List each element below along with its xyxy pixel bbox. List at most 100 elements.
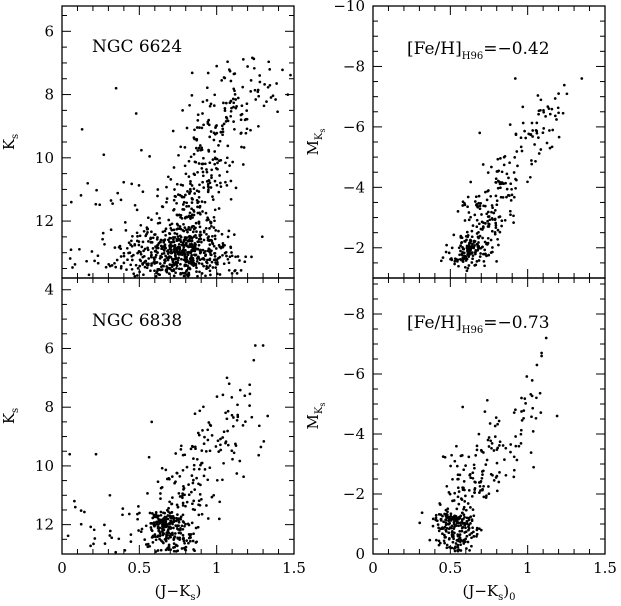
data-point [170, 502, 174, 506]
data-point [448, 537, 451, 540]
data-point [146, 248, 150, 252]
data-point [163, 523, 167, 526]
data-point [211, 158, 215, 161]
data-point [183, 541, 186, 545]
data-point [170, 475, 174, 478]
data-point [209, 221, 213, 224]
data-point [464, 508, 468, 512]
data-point [485, 254, 488, 258]
data-point [208, 227, 211, 230]
x-tick-label: 0.5 [127, 559, 151, 577]
data-point [437, 529, 441, 533]
data-point [246, 65, 249, 68]
data-point [453, 257, 457, 261]
data-point [509, 182, 513, 186]
data-point [485, 212, 489, 216]
data-point [530, 379, 534, 382]
data-point [213, 237, 217, 241]
data-point [444, 523, 448, 527]
data-point [167, 510, 170, 513]
data-point [122, 180, 126, 184]
data-point [191, 230, 195, 234]
data-point [181, 271, 185, 275]
data-point [445, 484, 449, 488]
data-point [167, 537, 170, 540]
data-point [183, 226, 187, 229]
data-point [534, 128, 538, 132]
data-point [196, 149, 200, 152]
data-point [153, 524, 156, 528]
data-point [193, 245, 196, 249]
data-point [161, 230, 165, 234]
data-point [159, 238, 163, 242]
data-point [457, 502, 461, 506]
data-point [444, 518, 448, 522]
data-point [129, 263, 133, 267]
data-point [170, 240, 174, 244]
data-point [179, 526, 182, 530]
data-point [225, 184, 229, 187]
data-point [173, 231, 177, 235]
data-point [118, 244, 122, 248]
data-point [142, 249, 145, 253]
data-point [221, 253, 224, 257]
data-point [181, 533, 185, 537]
data-point [174, 271, 177, 275]
data-point [222, 101, 225, 105]
data-point [233, 269, 236, 273]
data-point [263, 83, 266, 86]
data-point [203, 435, 206, 439]
data-point [469, 252, 473, 255]
data-point [504, 473, 508, 477]
data-point [207, 239, 211, 243]
data-point [512, 411, 516, 414]
data-point [235, 418, 239, 422]
data-point [508, 161, 511, 165]
data-point [486, 236, 490, 240]
data-point [158, 221, 162, 225]
data-point [119, 198, 123, 202]
data-point [114, 550, 118, 554]
data-point [490, 217, 494, 220]
data-point [233, 72, 237, 75]
data-point [223, 109, 227, 112]
panel-ngc6838: NGC 6838 4 6 8 10 12 0 0.5 1 1.5 Ks (J−Ks) [0, 277, 306, 603]
data-point [457, 264, 460, 268]
data-point [158, 262, 162, 265]
data-point [475, 242, 479, 246]
data-point [434, 538, 438, 542]
data-point [202, 264, 205, 268]
data-point [457, 490, 461, 493]
data-point [431, 517, 435, 521]
data-point [136, 512, 139, 516]
y-tick-label: −4 [343, 425, 365, 443]
data-point [232, 451, 236, 455]
data-point [184, 263, 187, 267]
data-point [475, 532, 479, 536]
data-point [200, 257, 204, 261]
data-point [211, 266, 215, 269]
data-point [482, 260, 486, 263]
data-point [231, 424, 235, 428]
data-point [193, 128, 196, 132]
data-point [86, 181, 90, 185]
data-point [176, 227, 180, 230]
data-point [519, 432, 523, 436]
data-point [217, 207, 221, 210]
data-point [200, 240, 203, 244]
data-point [464, 526, 467, 530]
data-point [152, 535, 155, 539]
data-point [447, 531, 451, 535]
data-point [230, 254, 234, 258]
data-point [195, 257, 199, 260]
data-point [459, 454, 463, 458]
data-point [158, 534, 162, 538]
data-point [197, 190, 201, 193]
data-point [470, 495, 474, 498]
data-point [152, 522, 156, 526]
data-point [501, 196, 505, 199]
data-point [184, 172, 188, 176]
data-point [434, 513, 438, 517]
data-point [172, 526, 175, 530]
data-point [159, 486, 163, 490]
